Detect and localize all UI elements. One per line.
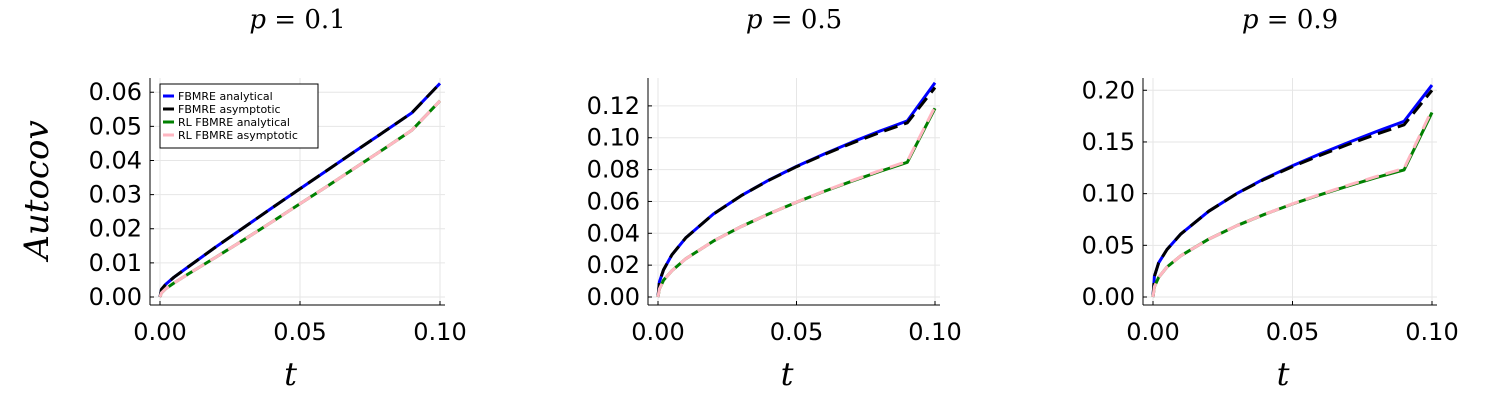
series-line-2 <box>656 86 937 298</box>
y-tick-label: 0.20 <box>1082 76 1135 104</box>
title-equals: = <box>762 5 800 35</box>
y-tick-label: 0.02 <box>587 251 640 279</box>
series-line-2 <box>158 82 442 298</box>
x-tick-label: 0.05 <box>770 318 823 346</box>
y-tick-label: 0.04 <box>587 219 640 247</box>
x-tick-label: 0.10 <box>413 318 466 346</box>
x-tick-label: 0.05 <box>1266 318 1319 346</box>
y-tick-label: 0.05 <box>89 112 142 140</box>
y-tick-label: 0.08 <box>587 156 640 184</box>
legend-label: FBMRE asymptotic <box>178 103 281 116</box>
x-tick-label: 0.00 <box>631 318 684 346</box>
y-axis-label: Autocov <box>17 120 57 262</box>
title-equals: = <box>1258 5 1296 35</box>
chart-title: p = 0.9 <box>1242 5 1338 35</box>
x-tick-label: 0.10 <box>1405 318 1458 346</box>
y-tick-label: 0.05 <box>1082 231 1135 259</box>
x-tick-label: 0.00 <box>133 318 186 346</box>
y-tick-label: 0.00 <box>89 283 142 311</box>
y-tick-label: 0.15 <box>1082 128 1135 156</box>
series-line-4 <box>1151 109 1434 298</box>
legend-label: RL FBMRE asymptotic <box>178 129 298 142</box>
series-line-4 <box>158 99 442 298</box>
y-tick-label: 0.01 <box>89 249 142 277</box>
title-value: 0.5 <box>801 5 842 35</box>
series-line-4 <box>656 106 937 298</box>
x-tick-label: 0.00 <box>1126 318 1179 346</box>
chart-title: p = 0.5 <box>746 5 842 35</box>
chart-panel-1: 0.00 0.05 0.10 0.00 0.01 0.02 0.03 0.04 0.05 0.06… <box>89 5 467 393</box>
y-tick-label: 0.12 <box>587 92 640 120</box>
title-equals: = <box>266 5 304 35</box>
y-tick-label: 0.03 <box>89 181 142 209</box>
series-line-2 <box>1151 89 1434 298</box>
x-axis-label: t <box>1277 355 1290 393</box>
x-tick-label: 0.05 <box>273 318 326 346</box>
title-value: 0.1 <box>304 5 345 35</box>
y-tick-label: 0.02 <box>89 215 142 243</box>
y-tick-label: 0.06 <box>89 78 142 106</box>
title-variable: p <box>746 5 763 35</box>
title-variable: p <box>1242 5 1259 35</box>
legend-box <box>159 83 319 149</box>
title-variable: p <box>249 5 266 35</box>
x-tick-label: 0.10 <box>908 318 961 346</box>
chart-title: p = 0.1 <box>249 5 345 35</box>
panels: 0.00 0.05 0.10 0.00 0.01 0.02 0.03 0.04 0.05 0.06… <box>89 5 1459 393</box>
y-tick-label: 0.06 <box>587 187 640 215</box>
title-value: 0.9 <box>1297 5 1338 35</box>
x-axis-label: t <box>284 355 297 393</box>
legend-label: FBMRE analytical <box>178 90 273 103</box>
y-tick-label: 0.04 <box>89 146 142 174</box>
y-tick-label: 0.10 <box>1082 180 1135 208</box>
chart-panel-3: 0.00 0.05 0.10 0.00 0.05 0.10 0.15 0.20 p = 0.9 t <box>1082 5 1459 393</box>
x-axis-label: t <box>781 355 794 393</box>
y-tick-label: 0.00 <box>587 283 640 311</box>
y-tick-label: 0.10 <box>587 124 640 152</box>
legend-label: RL FBMRE analytical <box>178 116 290 129</box>
chart-panel-2: 0.00 0.05 0.10 0.00 0.02 0.04 0.06 0.08 0.10 0.12… <box>587 5 962 393</box>
y-tick-label: 0.00 <box>1082 283 1135 311</box>
